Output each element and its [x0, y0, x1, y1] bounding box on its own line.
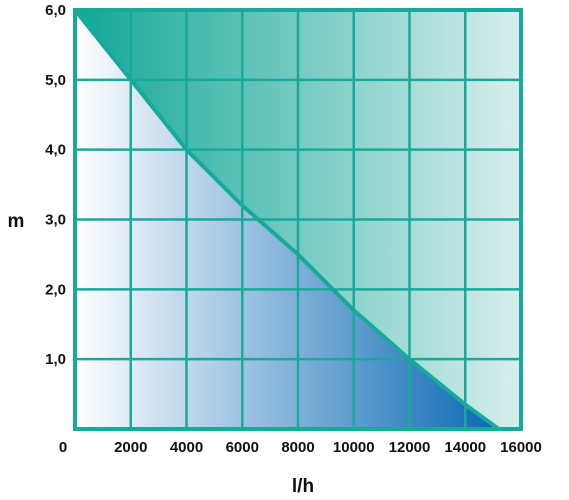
y-tick-labels: 1,0 2,0 3,0 4,0 5,0 6,0	[45, 2, 66, 368]
below-curve-area	[75, 10, 499, 429]
x-tick-label: 16000	[500, 439, 542, 456]
plot-frame	[73, 8, 523, 431]
grid-lines	[75, 10, 521, 429]
x-axis-label: l/h	[292, 476, 314, 497]
x-tick-label: 14000	[444, 439, 486, 456]
y-axis-label: m	[8, 211, 25, 232]
x-tick-label: 0	[59, 439, 67, 456]
x-tick-label: 8000	[281, 439, 314, 456]
x-tick-label: 2000	[114, 439, 147, 456]
y-tick-label: 5,0	[45, 72, 66, 89]
x-tick-labels: 0 2000 4000 6000 8000 10000 12000 14000 16000	[59, 439, 542, 456]
x-tick-label: 12000	[389, 439, 431, 456]
x-tick-label: 6000	[226, 439, 259, 456]
x-tick-label: 10000	[333, 439, 375, 456]
y-tick-label: 2,0	[45, 281, 66, 298]
x-tick-label: 4000	[170, 439, 203, 456]
y-tick-label: 4,0	[45, 142, 66, 159]
performance-curve	[73, 8, 500, 431]
y-tick-label: 6,0	[45, 2, 66, 19]
y-tick-label: 3,0	[45, 212, 66, 229]
y-tick-label: 1,0	[45, 351, 66, 368]
